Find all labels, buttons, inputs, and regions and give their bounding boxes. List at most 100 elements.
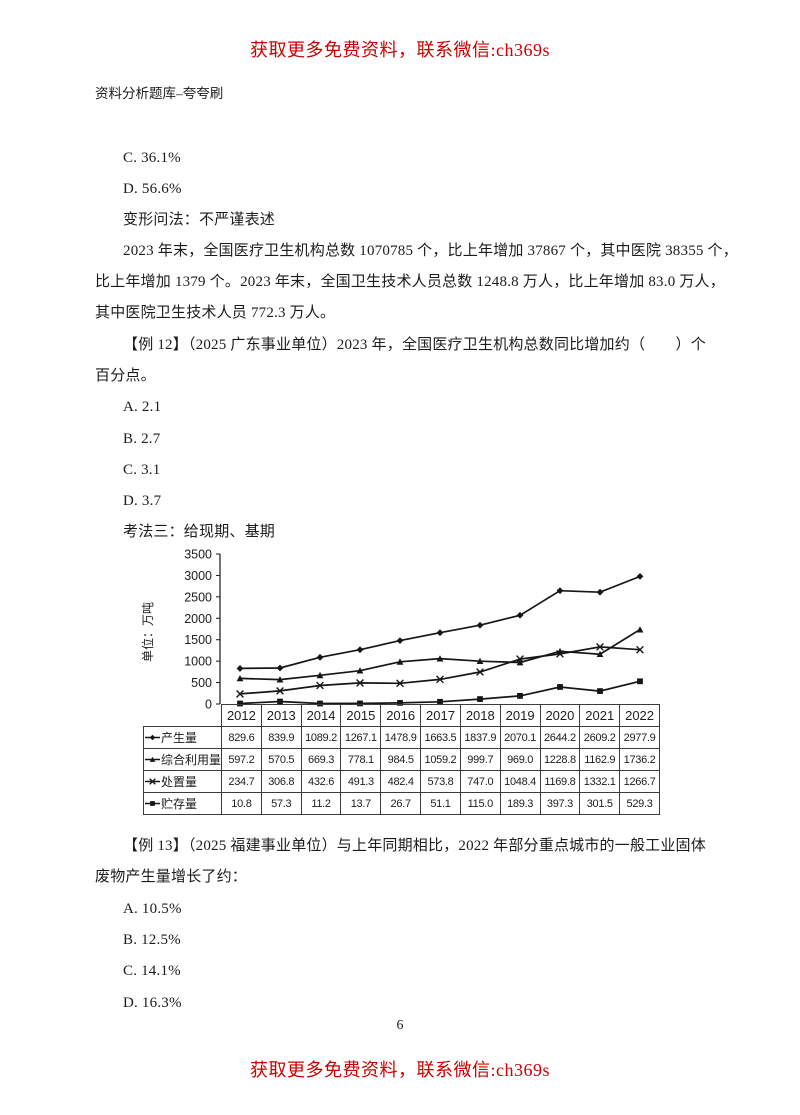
svg-text:1000: 1000 — [184, 655, 212, 669]
svg-text:2000: 2000 — [184, 612, 212, 626]
value-cell: 669.3 — [300, 748, 342, 771]
q12-option-d: D. 3.7 — [123, 493, 162, 509]
value-cell: 13.7 — [340, 792, 382, 815]
value-cell: 432.6 — [300, 770, 342, 793]
option-d-prev: D. 56.6% — [123, 181, 182, 197]
header-banner: 获取更多免费资料，联系微信:ch369s — [250, 40, 550, 60]
year-header-cell: 2014 — [300, 704, 342, 727]
value-cell: 51.1 — [420, 792, 461, 815]
value-cell: 1048.4 — [499, 770, 541, 793]
value-cell: 57.3 — [260, 792, 302, 815]
doc-subtitle: 资料分析题库–夸夸刷 — [95, 86, 224, 101]
svg-text:3500: 3500 — [184, 548, 212, 562]
value-cell: 1228.8 — [539, 748, 581, 771]
svg-text:3000: 3000 — [184, 569, 212, 583]
q13-option-a: A. 10.5% — [123, 901, 182, 917]
value-cell: 969.0 — [499, 748, 541, 771]
year-header-cell: 2018 — [459, 704, 501, 727]
year-header-cell: 2021 — [579, 704, 621, 727]
legend-cell: 处置量 — [143, 770, 222, 793]
value-cell: 839.9 — [260, 726, 302, 749]
series-diamond — [236, 572, 644, 672]
value-cell: 597.2 — [221, 748, 262, 771]
table-row: 处置量 234.7 306.8 432.6 491.3 482.4 573.8 747.0 10… — [143, 770, 660, 793]
line-chart: 0 500 1000 1500 2000 2500 3000 3500 单位：万吨 — [140, 544, 665, 712]
legend-label: 处置量 — [161, 775, 198, 789]
passage-line: 2023 年末，全国医疗卫生机构总数 1070785 个，比上年增加 37867… — [123, 243, 738, 259]
footer-banner: 获取更多免费资料，联系微信:ch369s — [250, 1060, 550, 1080]
value-cell: 189.3 — [499, 792, 541, 815]
table-row: 贮存量 10.8 57.3 11.2 13.7 26.7 51.1 115.0 189.3 397… — [143, 792, 660, 815]
value-cell: 397.3 — [539, 792, 581, 815]
option-c-prev: C. 36.1% — [123, 150, 181, 166]
value-cell: 2070.1 — [499, 726, 541, 749]
question-12-line: 百分点。 — [95, 368, 156, 384]
legend-label: 贮存量 — [161, 797, 198, 811]
value-cell: 301.5 — [579, 792, 621, 815]
year-header-cell: 2022 — [619, 704, 660, 727]
value-cell: 2644.2 — [539, 726, 581, 749]
legend-label: 综合利用量 — [161, 753, 222, 767]
legend-cell: 贮存量 — [143, 792, 222, 815]
value-cell: 1736.2 — [619, 748, 660, 771]
q12-option-b: B. 2.7 — [123, 431, 161, 447]
question-13-line: 废物产生量增长了约： — [95, 869, 248, 885]
value-cell: 778.1 — [340, 748, 382, 771]
cross-line-icon — [145, 778, 160, 786]
value-cell: 1837.9 — [459, 726, 501, 749]
value-cell: 1169.8 — [539, 770, 581, 793]
q13-option-b: B. 12.5% — [123, 932, 181, 948]
value-cell: 1663.5 — [420, 726, 461, 749]
q13-option-c: C. 14.1% — [123, 963, 181, 979]
value-cell: 829.6 — [221, 726, 262, 749]
legend-cell: 产生量 — [143, 726, 222, 749]
value-cell: 10.8 — [221, 792, 262, 815]
year-header-cell: 2020 — [539, 704, 581, 727]
value-cell: 1162.9 — [579, 748, 621, 771]
table-row: 产生量 829.6 839.9 1089.2 1267.1 1478.9 1663.5 183… — [143, 726, 660, 749]
value-cell: 1478.9 — [380, 726, 422, 749]
value-cell: 984.5 — [380, 748, 422, 771]
table-row: 综合利用量 597.2 570.5 669.3 778.1 984.5 1059.2 999.… — [143, 748, 660, 771]
year-header-cell: 2013 — [260, 704, 302, 727]
year-header-cell: 2017 — [420, 704, 461, 727]
method-heading: 考法三：给现期、基期 — [123, 524, 276, 540]
value-cell: 2977.9 — [619, 726, 660, 749]
page-number: 6 — [396, 1018, 404, 1033]
value-cell: 570.5 — [260, 748, 302, 771]
chart-data-table: 2012 2013 2014 2015 2016 2017 2018 2019 2020 2021… — [143, 704, 660, 815]
legend-cell: 综合利用量 — [143, 748, 222, 771]
question-13-line: 【例 13】（2025 福建事业单位）与上年同期相比，2022 年部分重点城市的… — [123, 838, 706, 854]
series-cross — [236, 643, 644, 698]
legend-label: 产生量 — [161, 731, 198, 745]
q12-option-c: C. 3.1 — [123, 462, 161, 478]
value-cell: 573.8 — [420, 770, 461, 793]
question-12-line: 【例 12】（2025 广东事业单位）2023 年，全国医疗卫生机构总数同比增加… — [123, 337, 706, 353]
value-cell: 306.8 — [260, 770, 302, 793]
passage-line: 其中医院卫生技术人员 772.3 万人。 — [95, 305, 336, 321]
value-cell: 747.0 — [459, 770, 501, 793]
value-cell: 1059.2 — [420, 748, 461, 771]
note-line: 变形问法：不严谨表述 — [123, 212, 276, 228]
q12-option-a: A. 2.1 — [123, 399, 162, 415]
y-axis-unit-label: 单位：万吨 — [140, 602, 155, 662]
value-cell: 1332.1 — [579, 770, 621, 793]
value-cell: 115.0 — [459, 792, 501, 815]
value-cell: 999.7 — [459, 748, 501, 771]
svg-text:2500: 2500 — [184, 590, 212, 604]
diamond-line-icon — [145, 735, 160, 741]
year-header-cell: 2012 — [221, 704, 262, 727]
value-cell: 529.3 — [619, 792, 660, 815]
square-line-icon — [145, 801, 160, 807]
value-cell: 2609.2 — [579, 726, 621, 749]
value-cell: 1089.2 — [300, 726, 342, 749]
year-header-cell: 2019 — [499, 704, 541, 727]
value-cell: 11.2 — [300, 792, 342, 815]
value-cell: 234.7 — [221, 770, 262, 793]
year-header-cell: 2016 — [380, 704, 422, 727]
value-cell: 1266.7 — [619, 770, 660, 793]
value-cell: 26.7 — [380, 792, 422, 815]
value-cell: 482.4 — [380, 770, 422, 793]
